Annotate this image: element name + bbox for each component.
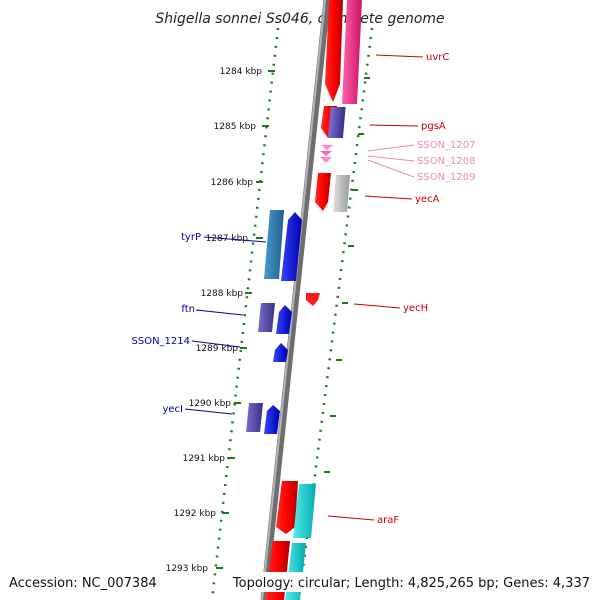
kbp-tick: 1292 kbp: [174, 509, 229, 519]
kbp-label: 1289 kbp: [196, 344, 239, 354]
label-yecI: yecI: [162, 404, 183, 415]
reverse-strand-genes: [246, 210, 302, 434]
gene-tyrP-partner: [281, 212, 302, 281]
gene-tyrP: [264, 210, 284, 279]
kbp-tick: 1288 kbp: [201, 289, 252, 299]
kbp-tick: 1285 kbp: [214, 122, 269, 132]
kbp-tick: 1286 kbp: [211, 178, 263, 188]
gene-SSON_1214: [273, 343, 288, 362]
kbp-label: 1292 kbp: [174, 509, 217, 519]
gene-SSON_1208: [320, 151, 332, 156]
kbp-label: 1288 kbp: [201, 289, 244, 299]
accession-text: Accession: NC_007384: [9, 576, 157, 591]
kbp-tick: 1289 kbp: [196, 344, 247, 354]
gene-yecI: [246, 403, 263, 432]
dotted-guides: [210, 27, 374, 600]
label-yecH: yecH: [403, 303, 428, 314]
kbp-tick-group: 1284 kbp 1285 kbp 1286 kbp 1287 kbp 1288…: [166, 67, 275, 574]
label-SSON_1207: SSON_1207: [417, 140, 476, 151]
kbp-label: 1290 kbp: [189, 399, 232, 409]
gene-pgsA-partner: [327, 107, 346, 138]
gene-ftn: [258, 303, 275, 332]
gene-yecI-partner: [264, 405, 280, 434]
outer-ticks: [324, 77, 370, 473]
gene-uvrC: [325, 0, 343, 102]
kbp-label: 1286 kbp: [211, 178, 254, 188]
gene-araF: [276, 481, 298, 534]
genome-backbone: [260, 0, 331, 600]
label-uvrC: uvrC: [426, 52, 449, 63]
gene-araF-partner: [293, 484, 316, 538]
gene-yecA: [315, 173, 331, 211]
kbp-tick: 1293 kbp: [166, 564, 223, 574]
label-SSON_1208: SSON_1208: [417, 156, 476, 167]
map-title: Shigella sonnei Ss046, complete genome: [155, 11, 444, 27]
kbp-label: 1284 kbp: [220, 67, 263, 77]
kbp-tick: 1291 kbp: [183, 454, 235, 464]
right-gene-labels: uvrC pgsA SSON_1207 SSON_1208 SSON_1209 …: [327, 52, 476, 526]
label-SSON_1209: SSON_1209: [417, 172, 476, 183]
gene-yecA-partner: [333, 175, 350, 212]
kbp-tick: 1290 kbp: [189, 399, 241, 409]
left-gene-labels: tyrP ftn SSON_1214 yecI: [132, 232, 267, 415]
gene-uvrC-partner: [342, 0, 362, 104]
label-yecA: yecA: [415, 194, 440, 205]
kbp-label: 1293 kbp: [166, 564, 209, 574]
label-araF: araF: [377, 515, 399, 526]
gene-SSON_1209: [320, 157, 332, 163]
forward-strand-genes: [265, 0, 362, 600]
gene-ftn-partner: [276, 305, 292, 334]
label-tyrP: tyrP: [181, 232, 201, 243]
label-pgsA: pgsA: [421, 121, 446, 132]
gene-SSON_1207: [321, 145, 333, 150]
footer-right-bg: [258, 572, 596, 592]
kbp-label: 1291 kbp: [183, 454, 226, 464]
label-ftn: ftn: [181, 304, 195, 315]
kbp-label: 1285 kbp: [214, 122, 257, 132]
topology-text: Topology: circular; Length: 4,825,265 bp…: [232, 576, 590, 591]
label-SSON_1214: SSON_1214: [132, 336, 191, 347]
footer-left-bg: [4, 572, 154, 592]
kbp-tick: 1284 kbp: [220, 67, 275, 77]
gene-yecH: [306, 293, 320, 306]
